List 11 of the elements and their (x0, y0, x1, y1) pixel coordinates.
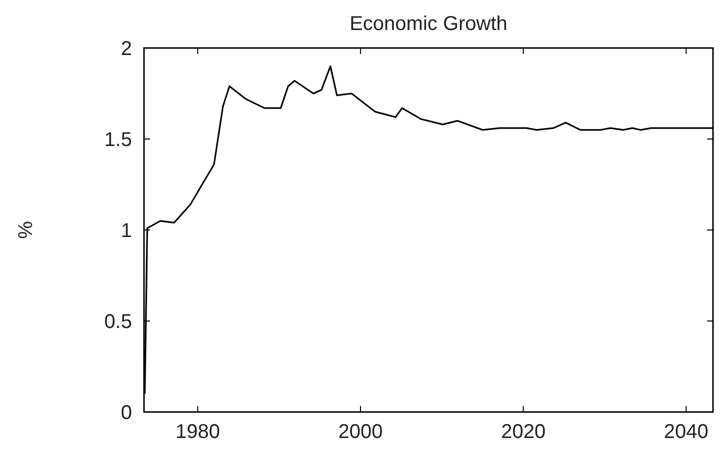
y-tick-label: 2 (120, 38, 132, 60)
y-tick-label: 0.5 (104, 311, 132, 333)
chart-title: Economic Growth (350, 13, 508, 35)
y-tick-label: 1.5 (104, 129, 132, 151)
y-axis-title: % (15, 220, 37, 239)
y-tick-label: 1 (120, 220, 132, 242)
x-tick-label: 2020 (501, 421, 546, 443)
x-tick-label: 2040 (664, 421, 708, 443)
x-tick-label: 1980 (175, 421, 220, 443)
y-tick-label: 0 (120, 402, 132, 424)
x-tick-label: 2000 (338, 421, 383, 443)
